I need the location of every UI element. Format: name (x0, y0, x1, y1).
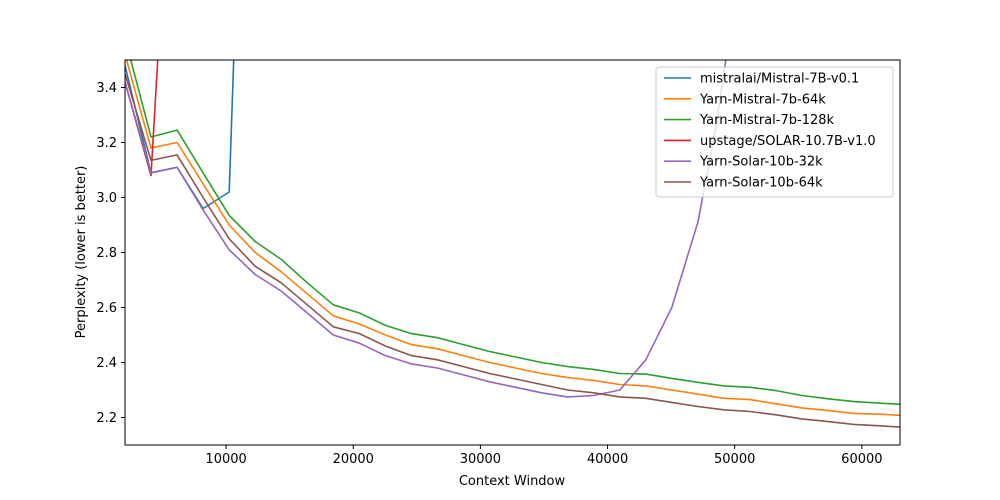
y-tick-label: 3.0 (96, 191, 117, 206)
x-tick-label: 10000 (205, 452, 246, 467)
legend: mistralai/Mistral-7B-v0.1 Yarn-Mistral-7b… (655, 66, 894, 198)
y-tick-label: 3.4 (96, 81, 117, 96)
x-axis: 10000 20000 30000 40000 50000 60000 (205, 445, 883, 467)
series-line (125, 60, 727, 398)
x-tick-label: 40000 (587, 452, 628, 467)
legend-label: mistralai/Mistral-7B-v0.1 (700, 72, 859, 87)
x-tick-label: 50000 (714, 452, 755, 467)
legend-label: Yarn-Mistral-7b-128k (699, 113, 835, 128)
series-line (125, 60, 900, 417)
legend-label: upstage/SOLAR-10.7B-v1.0 (700, 134, 876, 149)
y-tick-label: 2.6 (96, 301, 117, 316)
y-tick-label: 3.2 (96, 136, 117, 151)
series-line (125, 73, 900, 428)
legend-label: Yarn-Mistral-7b-64k (699, 92, 826, 107)
x-tick-label: 20000 (333, 452, 374, 467)
y-axis-label: Perplexity (lower is better) (74, 166, 89, 339)
y-tick-label: 2.4 (96, 356, 117, 371)
legend-label: Yarn-Solar-10b-64k (699, 176, 823, 191)
y-tick-label: 2.8 (96, 246, 117, 261)
legend-label: Yarn-Solar-10b-32k (699, 155, 823, 170)
series-lines (125, 60, 900, 428)
legend-box (655, 66, 894, 198)
x-tick-label: 60000 (841, 452, 882, 467)
x-tick-label: 30000 (460, 452, 501, 467)
y-axis: 2.2 2.4 2.6 2.8 3.0 3.2 3.4 (96, 81, 125, 426)
series-line (129, 60, 900, 406)
x-axis-label: Context Window (459, 474, 566, 489)
y-tick-label: 2.2 (96, 411, 117, 426)
